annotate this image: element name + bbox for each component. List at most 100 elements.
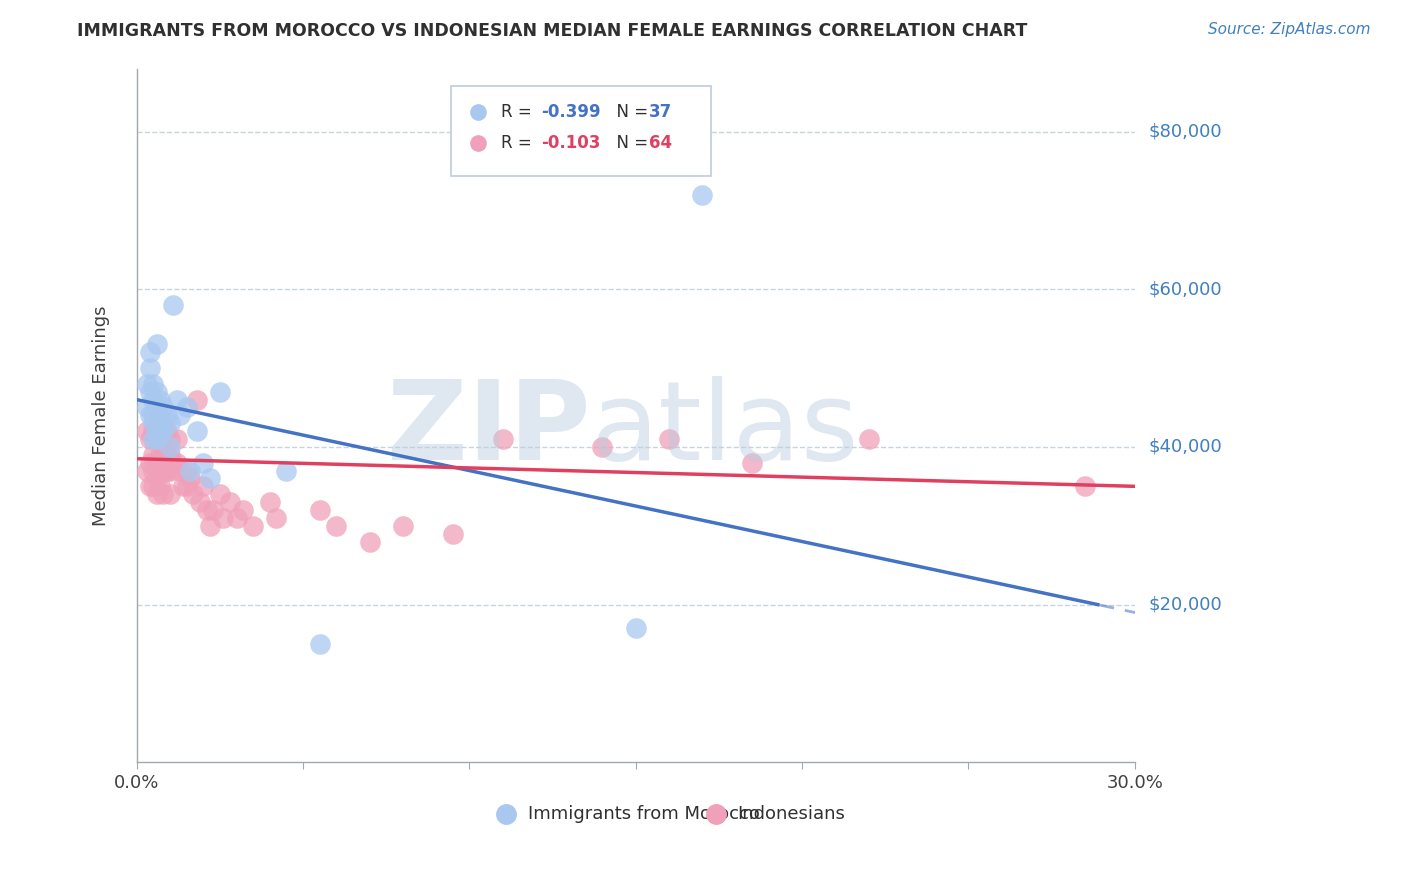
- Point: [159, 417, 181, 431]
- Point: [139, 456, 162, 470]
- Text: $20,000: $20,000: [1149, 596, 1222, 614]
- Point: [172, 479, 194, 493]
- Point: [169, 409, 191, 423]
- Point: [176, 401, 198, 415]
- Point: [208, 384, 231, 399]
- Point: [690, 187, 713, 202]
- Point: [152, 464, 174, 478]
- Point: [142, 424, 165, 438]
- Point: [139, 361, 162, 376]
- Text: R =: R =: [501, 103, 537, 121]
- Point: [139, 345, 162, 359]
- Point: [152, 401, 174, 415]
- Point: [149, 479, 172, 493]
- Point: [232, 503, 254, 517]
- Point: [152, 417, 174, 431]
- Point: [145, 432, 167, 446]
- Point: [149, 392, 172, 407]
- Point: [145, 401, 167, 415]
- Point: [145, 384, 167, 399]
- Point: [169, 464, 191, 478]
- Point: [325, 518, 347, 533]
- Text: $60,000: $60,000: [1149, 280, 1222, 298]
- Point: [159, 487, 181, 501]
- Point: [276, 464, 298, 478]
- Point: [152, 432, 174, 446]
- Text: -0.399: -0.399: [541, 103, 600, 121]
- Point: [142, 392, 165, 407]
- Point: [145, 456, 167, 470]
- Point: [166, 432, 188, 446]
- Point: [145, 471, 167, 485]
- Point: [188, 495, 211, 509]
- Point: [142, 409, 165, 423]
- Point: [156, 448, 179, 462]
- Point: [193, 456, 215, 470]
- Point: [135, 464, 157, 478]
- Point: [179, 464, 201, 478]
- Text: N =: N =: [606, 103, 654, 121]
- Point: [308, 637, 330, 651]
- Point: [225, 511, 247, 525]
- Point: [162, 298, 184, 312]
- Point: [198, 518, 221, 533]
- Point: [198, 471, 221, 485]
- Point: [858, 432, 880, 446]
- Point: [186, 424, 208, 438]
- Text: N =: N =: [606, 135, 654, 153]
- Text: R =: R =: [501, 135, 537, 153]
- Point: [149, 409, 172, 423]
- Point: [139, 384, 162, 399]
- Point: [139, 479, 162, 493]
- Point: [162, 456, 184, 470]
- Point: [159, 432, 181, 446]
- Point: [266, 511, 288, 525]
- Point: [166, 456, 188, 470]
- Text: Source: ZipAtlas.com: Source: ZipAtlas.com: [1208, 22, 1371, 37]
- Point: [242, 518, 264, 533]
- Text: $40,000: $40,000: [1149, 438, 1222, 456]
- Point: [142, 432, 165, 446]
- Point: [135, 376, 157, 391]
- Point: [142, 417, 165, 431]
- Point: [152, 424, 174, 438]
- Y-axis label: Median Female Earnings: Median Female Earnings: [93, 305, 110, 525]
- Point: [149, 448, 172, 462]
- Point: [392, 518, 415, 533]
- Point: [152, 448, 174, 462]
- Point: [149, 409, 172, 423]
- Point: [591, 440, 613, 454]
- Point: [139, 432, 162, 446]
- Point: [308, 503, 330, 517]
- Point: [145, 417, 167, 431]
- Text: IMMIGRANTS FROM MOROCCO VS INDONESIAN MEDIAN FEMALE EARNINGS CORRELATION CHART: IMMIGRANTS FROM MOROCCO VS INDONESIAN ME…: [77, 22, 1028, 40]
- Point: [359, 534, 381, 549]
- Point: [1074, 479, 1097, 493]
- Point: [208, 487, 231, 501]
- FancyBboxPatch shape: [451, 86, 710, 176]
- Point: [181, 487, 204, 501]
- Point: [624, 621, 647, 635]
- Point: [152, 487, 174, 501]
- Point: [149, 432, 172, 446]
- Point: [142, 448, 165, 462]
- Point: [212, 511, 235, 525]
- Point: [159, 448, 181, 462]
- Point: [491, 432, 513, 446]
- Text: -0.103: -0.103: [541, 135, 600, 153]
- Point: [741, 456, 763, 470]
- Point: [145, 337, 167, 351]
- Point: [135, 401, 157, 415]
- Text: $80,000: $80,000: [1149, 122, 1222, 141]
- Point: [218, 495, 240, 509]
- Point: [145, 487, 167, 501]
- Text: 64: 64: [648, 135, 672, 153]
- Point: [176, 464, 198, 478]
- Point: [142, 376, 165, 391]
- Point: [159, 440, 181, 454]
- Point: [156, 464, 179, 478]
- Text: 37: 37: [648, 103, 672, 121]
- Text: ZIP: ZIP: [388, 376, 591, 483]
- Point: [186, 392, 208, 407]
- Text: Indonesians: Indonesians: [738, 805, 845, 823]
